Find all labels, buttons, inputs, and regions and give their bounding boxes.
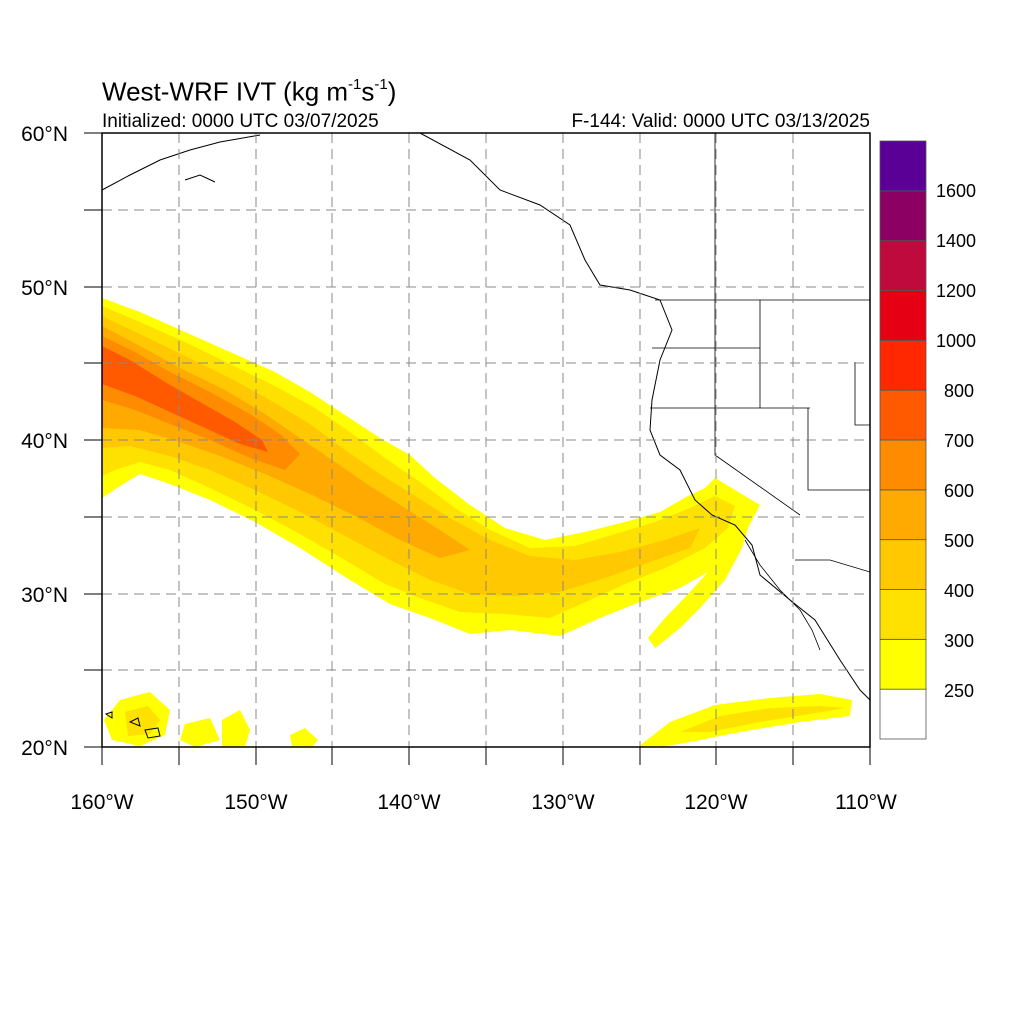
colorbar-label: 400 xyxy=(944,581,974,601)
mexico-coast xyxy=(744,539,870,651)
map-ticks xyxy=(84,132,871,765)
hawaii-islands xyxy=(104,711,161,739)
colorbar-box xyxy=(879,539,927,590)
colorbar-label: 1400 xyxy=(936,231,976,251)
colorbar-label: 300 xyxy=(944,631,974,651)
state-borders xyxy=(650,133,870,516)
lat-label: 30°N xyxy=(21,584,68,607)
lon-label: 130°W xyxy=(531,791,594,814)
lon-label: 140°W xyxy=(377,791,440,814)
ivt-contour-300 xyxy=(102,306,735,618)
lat-label: 20°N xyxy=(21,737,68,760)
colorbar-box xyxy=(879,489,927,541)
colorbar-label: 1000 xyxy=(936,331,976,351)
lon-label: 110°W xyxy=(835,791,897,814)
colorbar-box xyxy=(879,638,927,690)
colorbar-box xyxy=(879,190,927,242)
ivt-contour-700 xyxy=(102,346,268,452)
ivt-patch-4 xyxy=(290,728,318,747)
colorbar-label: 700 xyxy=(944,431,974,451)
coastline-alaska xyxy=(102,134,261,191)
colorbar-box xyxy=(879,589,927,640)
colorbar-label: 1600 xyxy=(936,181,976,201)
colorbar-label: 250 xyxy=(944,681,974,701)
ivt-patch-hawaii-inner xyxy=(125,706,160,736)
colorbar-labels: 250 300 400 500 600 700 800 1000 1200 14… xyxy=(936,181,976,701)
lon-label: 160°W xyxy=(70,791,133,814)
valid-time-label: F-144: Valid: 0000 UTC 03/13/2025 xyxy=(571,111,870,132)
colorbar-label: 600 xyxy=(944,481,974,501)
lat-label: 40°N xyxy=(21,430,68,453)
colorbar-box xyxy=(879,339,927,391)
colorbar-box xyxy=(879,240,927,291)
ivt-patch-2 xyxy=(180,718,220,747)
lon-label: 120°W xyxy=(684,791,747,814)
colorbar-box xyxy=(879,688,927,740)
init-time-label: Initialized: 0000 UTC 03/07/2025 xyxy=(102,111,379,132)
map-title: West-WRF IVT (kg m-1s-1) xyxy=(102,76,397,107)
ivt-patch-3 xyxy=(222,710,250,747)
map-gridlines xyxy=(102,133,870,747)
ivt-southern-band-inner xyxy=(680,706,845,732)
lat-label: 50°N xyxy=(21,277,68,300)
colorbar-label: 800 xyxy=(944,381,974,401)
colorbar-label: 500 xyxy=(944,531,974,551)
ivt-fields xyxy=(102,133,870,747)
colorbar-box xyxy=(879,439,927,491)
colorbar-label: 1200 xyxy=(936,281,976,301)
lat-label: 60°N xyxy=(21,123,68,146)
colorbar-box xyxy=(879,389,927,441)
colorbar-box xyxy=(879,290,927,341)
colorbar-box xyxy=(879,140,927,192)
lon-label: 150°W xyxy=(224,791,287,814)
colorbar xyxy=(879,140,927,740)
